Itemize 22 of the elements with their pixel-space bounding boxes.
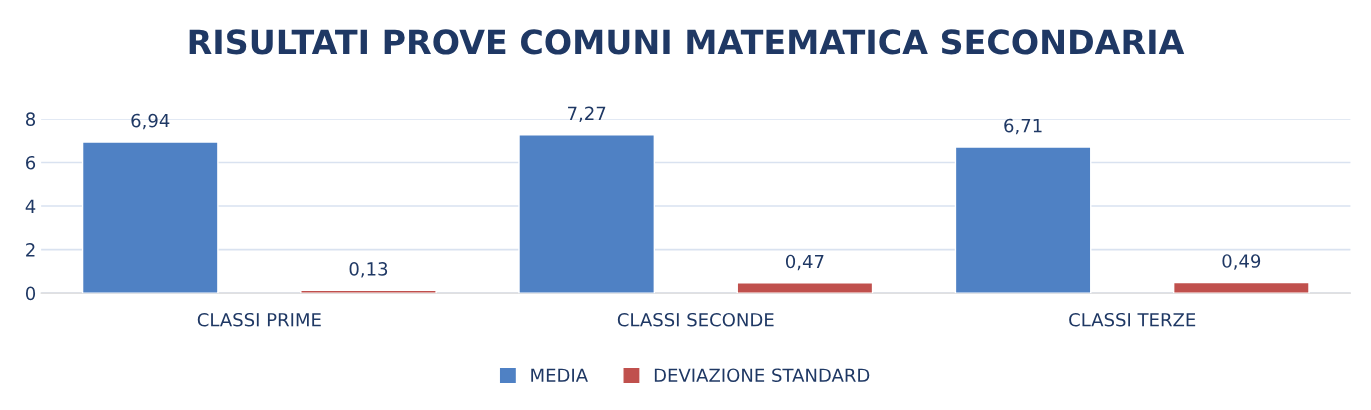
data-label: 0,47 (785, 254, 824, 271)
x-tick-label: CLASSI PRIME (197, 312, 321, 327)
bar (736, 282, 874, 294)
y-tick-label: 0 (25, 286, 36, 301)
chart-title: RISULTATI PROVE COMUNI MATEMATICA SECONDARIA (189, 29, 1185, 55)
y-tick-label: 6 (26, 155, 36, 170)
legend-label: MEDIA (531, 368, 588, 382)
bar (518, 134, 656, 294)
legend-label: DEVIAZIONE STANDARD (654, 368, 870, 383)
bar (81, 141, 219, 294)
data-label: 7,27 (568, 106, 606, 123)
y-tick-label: 4 (25, 199, 36, 213)
y-tick-label: 8 (26, 112, 36, 127)
bar (1172, 281, 1310, 294)
x-tick-label: CLASSI TERZE (1069, 312, 1196, 327)
bar (954, 146, 1092, 294)
x-tick-label: CLASSI SECONDE (617, 312, 774, 327)
data-label: 0,49 (1222, 254, 1261, 270)
data-label: 6,94 (131, 113, 170, 130)
data-label: 6,71 (1004, 118, 1042, 135)
y-tick-label: 2 (26, 243, 35, 257)
data-label: 0,13 (349, 262, 388, 278)
